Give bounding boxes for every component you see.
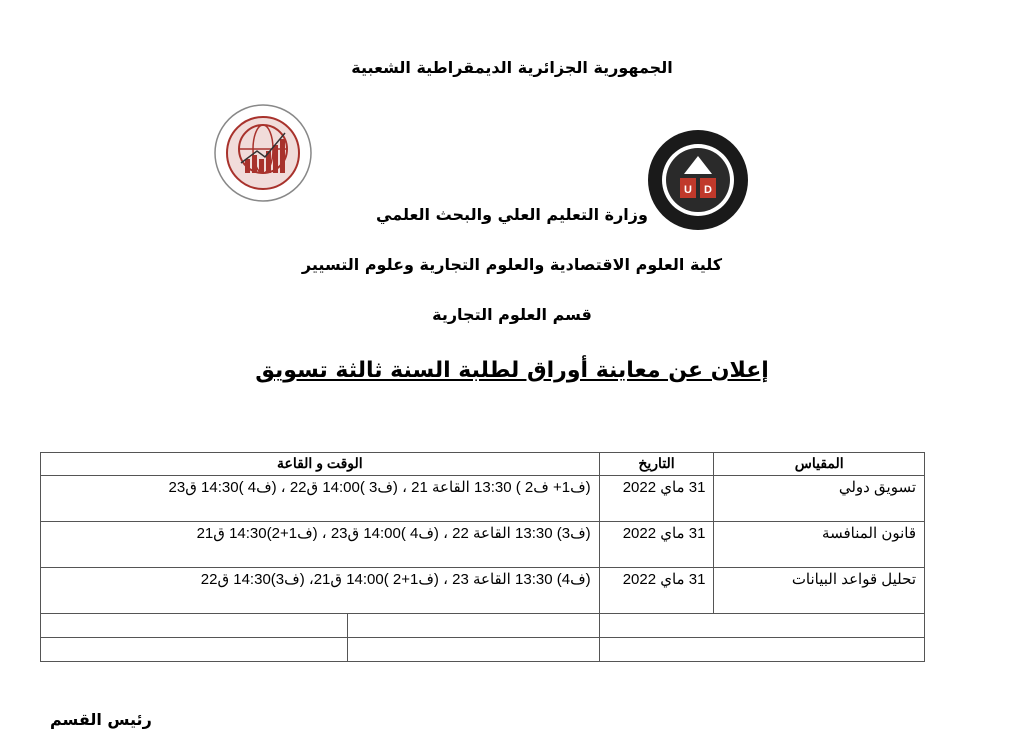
faculty-logo bbox=[214, 104, 312, 202]
empty-cell bbox=[598, 637, 926, 662]
empty-cell bbox=[598, 613, 926, 638]
date-cell: 31 ماي 2022 bbox=[598, 475, 715, 522]
empty-cell bbox=[40, 613, 348, 638]
university-logo: U D bbox=[648, 130, 748, 230]
faculty-title: كلية العلوم الاقتصادية والعلوم التجارية … bbox=[301, 255, 723, 274]
subject-cell: قانون المنافسة bbox=[713, 521, 925, 568]
svg-text:D: D bbox=[704, 184, 712, 196]
table-row: تحليل قواعد البيانات 31 ماي 2022 (ف4) 13… bbox=[40, 567, 925, 614]
announcement-title: إعلان عن معاينة أوراق لطلبة السنة ثالثة … bbox=[255, 358, 769, 383]
schedule-cell: (ف4) 13:30 القاعة 23 ، (ف1+2 )14:00 ق21،… bbox=[40, 567, 600, 614]
schedule-cell: (ف1+ ف2 ) 13:30 القاعة 21 ، (ف3 )14:00 ق… bbox=[40, 475, 600, 522]
subject-cell: تسويق دولي bbox=[713, 475, 925, 522]
empty-cell bbox=[40, 637, 348, 662]
department-title: قسم العلوم التجارية bbox=[432, 305, 592, 324]
department-head-signature-label: رئيس القسم bbox=[50, 710, 152, 729]
ministry-title: وزارة التعليم العلي والبحث العلمي bbox=[376, 205, 648, 224]
header-subject: المقياس bbox=[713, 452, 925, 476]
header-time-room: الوقت و القاعة bbox=[40, 452, 600, 476]
header-date: التاريخ bbox=[598, 452, 715, 476]
table-row: تسويق دولي 31 ماي 2022 (ف1+ ف2 ) 13:30 ا… bbox=[40, 475, 925, 522]
schedule-table: المقياس التاريخ الوقت و القاعة تسويق دول… bbox=[40, 452, 926, 662]
empty-row bbox=[40, 637, 926, 662]
empty-row bbox=[40, 613, 926, 638]
empty-cell bbox=[346, 613, 600, 638]
empty-cell bbox=[346, 637, 600, 662]
table-header-row: المقياس التاريخ الوقت و القاعة bbox=[40, 452, 925, 476]
date-cell: 31 ماي 2022 bbox=[598, 567, 715, 614]
table-row: قانون المنافسة 31 ماي 2022 (ف3) 13:30 ال… bbox=[40, 521, 925, 568]
schedule-cell: (ف3) 13:30 القاعة 22 ، (ف4 )14:00 ق23 ، … bbox=[40, 521, 600, 568]
subject-cell: تحليل قواعد البيانات bbox=[713, 567, 925, 614]
republic-title: الجمهورية الجزائرية الديمقراطية الشعبية bbox=[351, 58, 673, 77]
svg-text:U: U bbox=[684, 184, 692, 196]
date-cell: 31 ماي 2022 bbox=[598, 521, 715, 568]
